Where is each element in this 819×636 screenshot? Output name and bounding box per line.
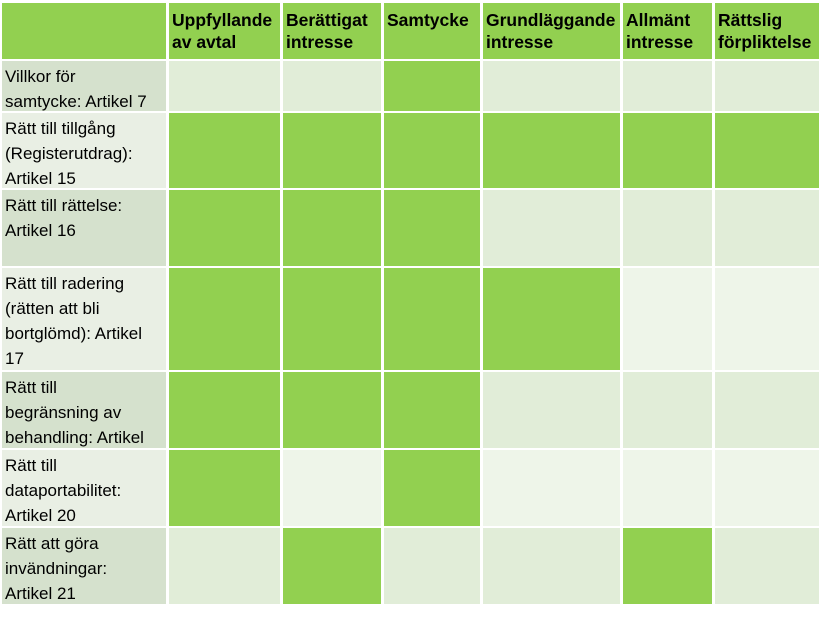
table-cell: [384, 113, 480, 188]
table-cell: [283, 528, 381, 604]
header-uppfyllande-av-avtal: Uppfyllande av avtal: [169, 3, 280, 59]
header-berattigat-intresse: Berättigat intresse: [283, 3, 381, 59]
row-label: Rätt till dataportabilitet: Artikel 20: [2, 450, 166, 526]
header-rattslig-forpliktelse: Rättslig förpliktelse: [715, 3, 819, 59]
table-cell: [715, 450, 819, 526]
table-cell: [169, 450, 280, 526]
row-label: Rätt till rättelse: Artikel 16: [2, 190, 166, 266]
table-cell: [169, 190, 280, 266]
table-cell: [283, 450, 381, 526]
row-label: Rätt till begränsning av behandling: Art…: [2, 372, 166, 448]
table-cell: [483, 268, 620, 370]
table-cell: [283, 190, 381, 266]
table-cell: [483, 113, 620, 188]
table-cell: [715, 113, 819, 188]
table-cell: [384, 268, 480, 370]
table-cell: [715, 61, 819, 111]
table-cell: [715, 528, 819, 604]
table-cell: [715, 372, 819, 448]
table-cell: [169, 268, 280, 370]
table-cell: [384, 450, 480, 526]
table-cell: [623, 372, 712, 448]
header-allmant-intresse: Allmänt intresse: [623, 3, 712, 59]
table-cell: [483, 61, 620, 111]
header-samtycke: Samtycke: [384, 3, 480, 59]
table-cell: [169, 372, 280, 448]
row-label: Villkor för samtycke: Artikel 7: [2, 61, 166, 111]
table-cell: [169, 61, 280, 111]
row-label: Rätt till radering (rätten att bli bortg…: [2, 268, 166, 370]
table-cell: [483, 372, 620, 448]
table-cell: [169, 528, 280, 604]
table-cell: [384, 372, 480, 448]
table-cell: [623, 113, 712, 188]
table-cell: [623, 450, 712, 526]
table-cell: [483, 450, 620, 526]
table-cell: [715, 268, 819, 370]
table-cell: [283, 372, 381, 448]
row-label: Rätt till tillgång (Registerutdrag): Art…: [2, 113, 166, 188]
table-cell: [283, 61, 381, 111]
row-label: Rätt att göra invändningar: Artikel 21: [2, 528, 166, 604]
gdpr-legal-basis-table: Uppfyllande av avtal Berättigat intresse…: [2, 3, 819, 604]
table-cell: [483, 190, 620, 266]
table-cell: [283, 113, 381, 188]
table-cell: [715, 190, 819, 266]
header-corner: [2, 3, 166, 59]
table-cell: [623, 268, 712, 370]
table-cell: [384, 61, 480, 111]
table-cell: [483, 528, 620, 604]
table-cell: [384, 528, 480, 604]
table-cell: [169, 113, 280, 188]
table-cell: [623, 528, 712, 604]
header-grundlaggande-intresse: Grundläggande intresse: [483, 3, 620, 59]
table-cell: [283, 268, 381, 370]
table-cell: [623, 190, 712, 266]
table-cell: [384, 190, 480, 266]
table-cell: [623, 61, 712, 111]
